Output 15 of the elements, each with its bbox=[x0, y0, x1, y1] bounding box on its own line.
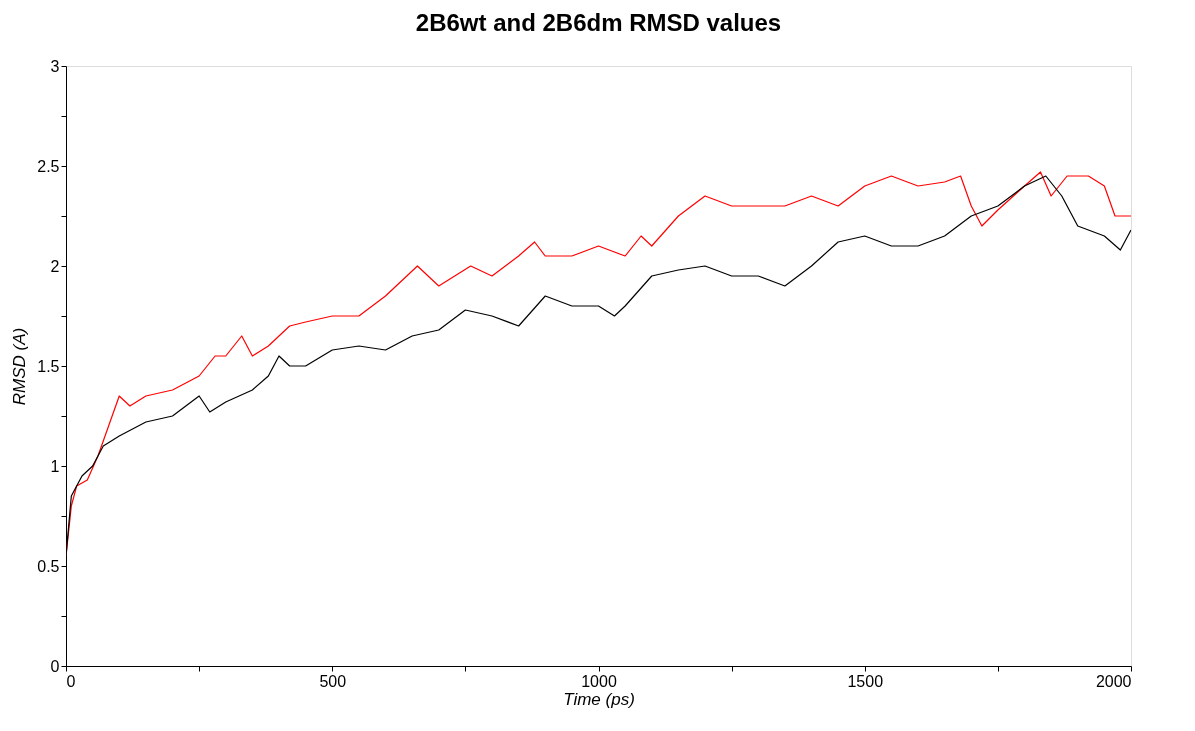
y-tick-label: 1 bbox=[50, 457, 60, 475]
y-tick-label: 2.5 bbox=[37, 157, 60, 175]
x-tick-label: 0 bbox=[66, 672, 76, 690]
y-tick-label: 2 bbox=[50, 257, 60, 275]
y-axis-title: RMSD (A) bbox=[10, 327, 30, 406]
y-tick-label: 0.5 bbox=[37, 557, 60, 575]
y-tick-label: 3 bbox=[50, 57, 60, 75]
x-axis-title: Time (ps) bbox=[563, 689, 635, 709]
x-tick-label: 2000 bbox=[1095, 672, 1132, 690]
y-tick-label: 1.5 bbox=[37, 357, 60, 375]
chart-title: 2B6wt and 2B6dm RMSD values bbox=[415, 9, 782, 36]
x-tick-label: 1000 bbox=[581, 672, 617, 690]
x-tick-label: 1500 bbox=[847, 672, 884, 690]
y-tick-label: 0 bbox=[50, 657, 60, 675]
x-tick-label: 500 bbox=[319, 672, 347, 690]
